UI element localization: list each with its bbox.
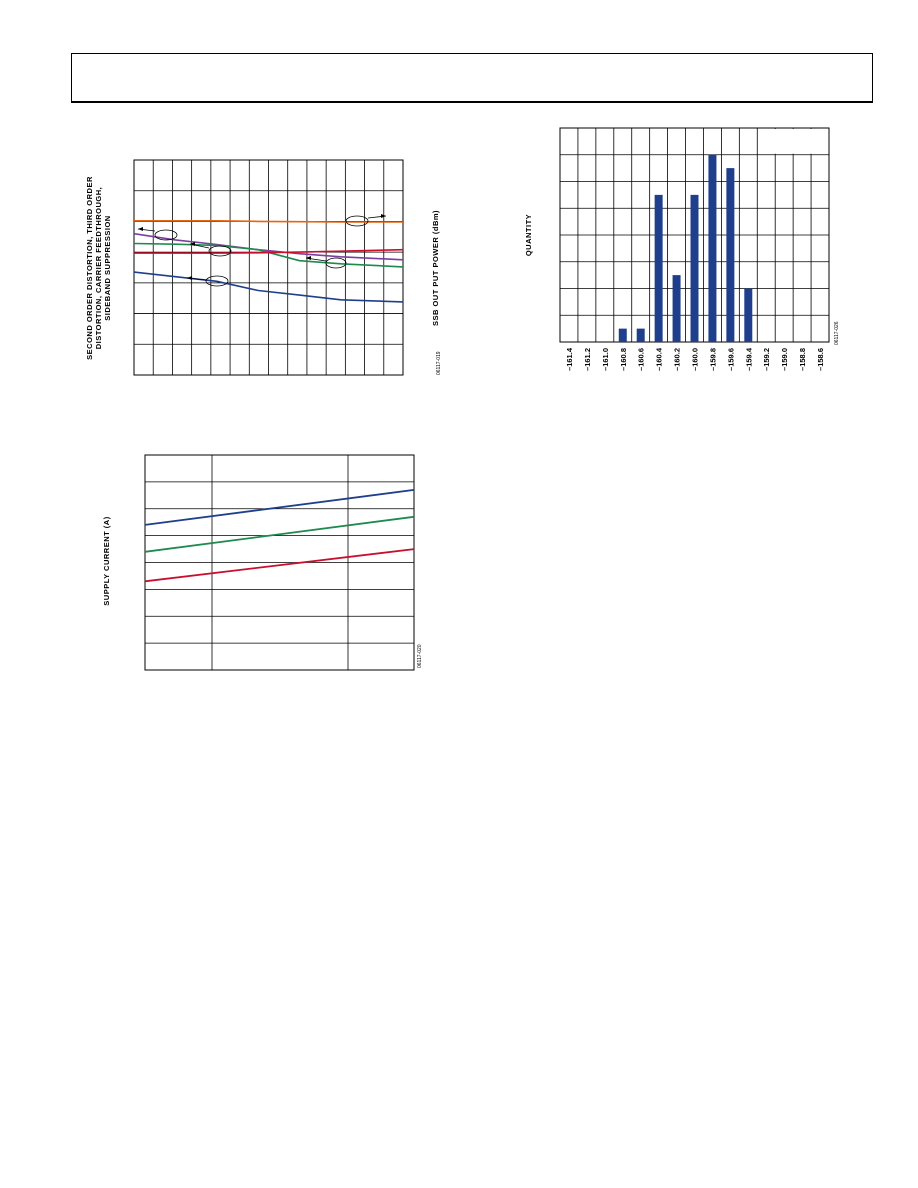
x-tick-label: –160.6: [637, 348, 646, 371]
series-marker-ellipse: [325, 257, 347, 269]
series-line-3: [144, 548, 415, 583]
y-axis-title: SUPPLY CURRENT (A): [102, 516, 111, 605]
histogram-bar: [618, 328, 627, 342]
series-line-2: [144, 515, 415, 553]
series-line-5: [133, 271, 404, 303]
x-tick-label: –161.0: [601, 348, 610, 371]
x-tick-label: –161.4: [565, 347, 574, 371]
x-tick-label: –160.2: [673, 348, 682, 371]
x-tick-label: –158.6: [816, 348, 825, 371]
series-line-1: [134, 220, 403, 223]
arrow-left-indicator: [190, 242, 195, 246]
x-tick-label: –158.8: [798, 348, 807, 371]
histogram-bar: [672, 275, 681, 342]
y-axis-title: QUANTITY: [524, 214, 533, 256]
secondary-y-axis-title: SSB OUT PUT POWER (dBm): [431, 210, 440, 326]
x-tick-label: –161.2: [583, 348, 592, 371]
y-axis-title-line3: SIDEBAND SUPPRESSION: [103, 215, 112, 320]
x-tick-label: –159.4: [744, 347, 753, 371]
arrow-left-indicator: [306, 256, 311, 260]
arrow-left-indicator: [187, 276, 192, 280]
series-marker-ellipse: [205, 275, 229, 287]
legend-area: [758, 129, 828, 154]
x-tick-label: –159.0: [780, 348, 789, 371]
x-tick-label: –159.8: [708, 348, 717, 371]
series-marker-ellipse: [208, 245, 232, 257]
histogram-bar: [744, 288, 753, 342]
y-axis-title-line2: DISTORTION, CARRIER FEEDTHROUGH,: [94, 187, 103, 350]
histogram-bar: [708, 154, 717, 342]
histogram-bar: [726, 168, 735, 342]
series-marker-ellipse: [154, 229, 178, 241]
x-tick-label: –159.6: [726, 348, 735, 371]
x-tick-label: –159.2: [762, 348, 771, 371]
series-line-1: [144, 489, 415, 526]
histogram-bar: [690, 194, 699, 342]
x-tick-label: –160.4: [655, 347, 664, 371]
figure-id: 06117-026: [834, 321, 840, 345]
histogram-bar: [636, 328, 645, 342]
figure-id: 06117-020: [417, 644, 423, 668]
series-line-4: [134, 248, 404, 254]
figure-id: 06117-019: [436, 351, 442, 375]
series-marker-ellipse: [345, 215, 369, 227]
series-annotations: [137, 214, 387, 287]
arrow-left-indicator: [138, 227, 143, 231]
x-tick-label: –160.8: [619, 348, 628, 371]
arrow-right-indicator: [381, 214, 386, 218]
x-tick-label: –160.0: [691, 348, 700, 371]
page-header-box: [71, 53, 873, 103]
y-axis-title-line1: SECOND ORDER DISTORTION, THIRD ORDER: [85, 176, 94, 360]
histogram-bar: [654, 194, 663, 342]
